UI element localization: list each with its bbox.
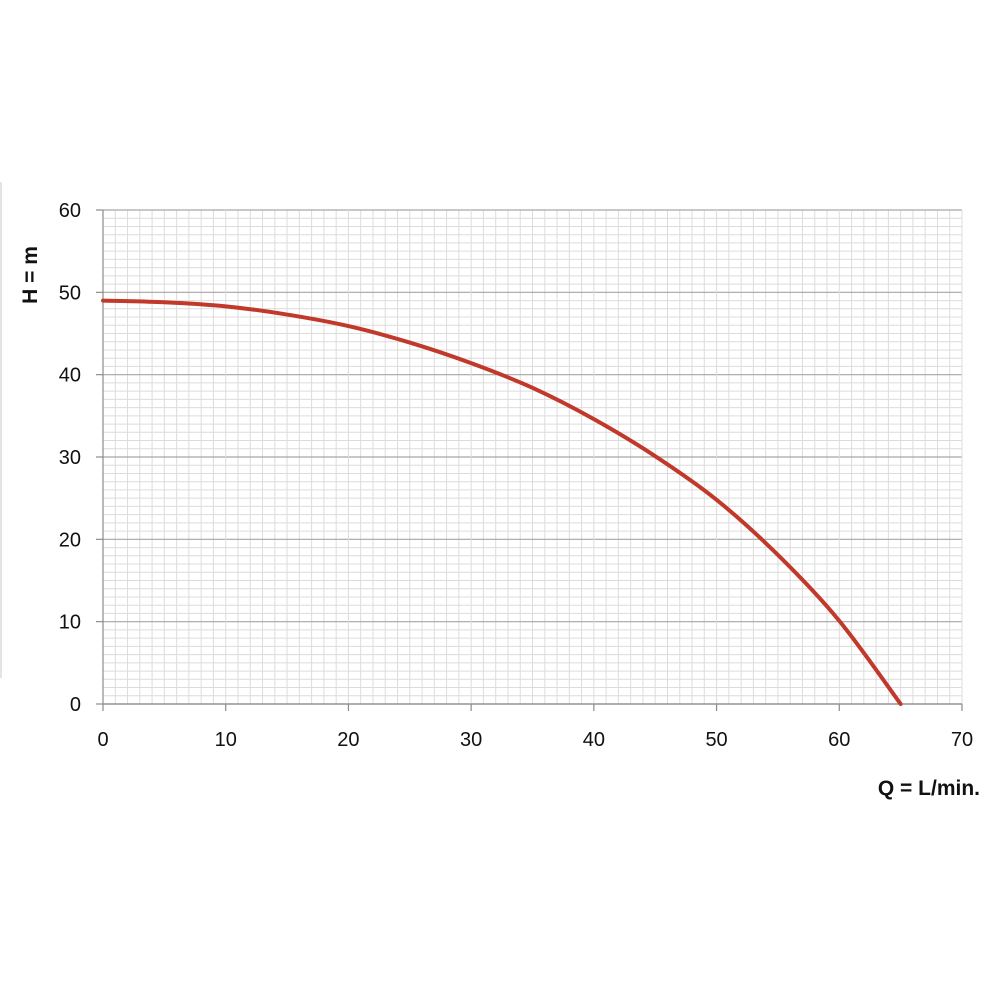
y-tick-label: 50: [59, 282, 81, 304]
series-line-0: [101, 298, 903, 706]
y-tick-label: 20: [59, 529, 81, 551]
x-tick-label: 0: [97, 729, 108, 751]
y-tick-labels: 0 10 20 30 40 50 60: [59, 200, 81, 716]
y-tick-label: 40: [59, 365, 81, 387]
axes: [96, 209, 963, 711]
x-tick-label: 50: [705, 729, 727, 751]
x-tick-label: 30: [460, 729, 482, 751]
y-tick-label: 0: [70, 694, 81, 716]
x-tick-labels: 0 10 20 30 40 50 60 70: [97, 729, 973, 751]
x-axis-title: Q = L/min.: [878, 777, 980, 800]
x-tick-label: 60: [828, 729, 850, 751]
x-tick-label: 40: [583, 729, 605, 751]
y-tick-label: 10: [59, 612, 81, 634]
y-axis-title: H = m: [19, 246, 42, 304]
x-tick-label: 70: [951, 729, 973, 751]
y-tick-label: 30: [59, 447, 81, 469]
x-tick-label: 10: [215, 729, 237, 751]
series-group: [101, 298, 903, 706]
x-tick-label: 20: [337, 729, 359, 751]
y-tick-label: 60: [59, 200, 81, 222]
